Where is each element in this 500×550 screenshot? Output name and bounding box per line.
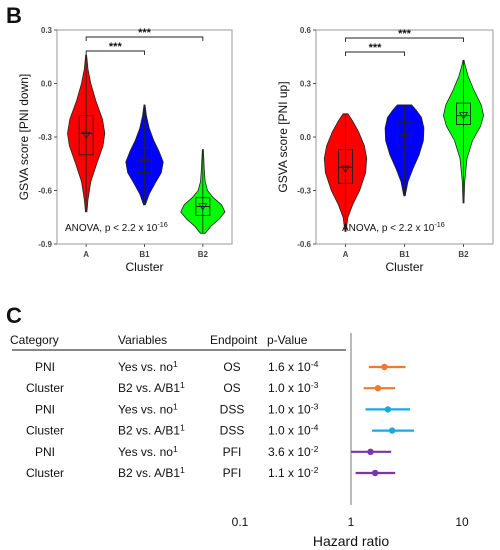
panel-c-letter: C (6, 303, 22, 328)
hr-point (367, 448, 374, 455)
x-tick-label: A (343, 250, 349, 259)
hr-tick-label: 0.1 (232, 515, 249, 529)
row-category: Cluster (26, 424, 64, 438)
x-tick-label: B1 (399, 250, 410, 259)
y-axis-label: GSVA score [PNI up] (276, 81, 290, 192)
hr-point (374, 385, 382, 392)
anova-annotation: ANOVA, p < 2.2 x 10-16 (65, 220, 168, 234)
row-p-value: 1.1 x 10-2 (268, 465, 319, 480)
x-tick-label: B2 (198, 250, 209, 259)
y-tick-label: 0.3 (41, 26, 53, 35)
x-axis-label: Cluster (385, 260, 423, 274)
hr-axis-label: Hazard ratio (313, 533, 389, 549)
x-axis-label: Cluster (125, 260, 163, 274)
mean-marker (458, 112, 469, 120)
row-variable: B2 vs. A/B11 (118, 380, 185, 395)
table-header-variables: Variables (118, 333, 167, 347)
row-category: PNI (35, 360, 55, 374)
box-a (338, 149, 353, 184)
row-variable: Yes vs. no1 (118, 401, 178, 416)
row-variable: B2 vs. A/B11 (118, 465, 185, 480)
row-p-value: 1.0 x 10-3 (268, 380, 319, 395)
y-tick-label: 0.0 (300, 133, 312, 142)
y-tick-label: -0.3 (38, 133, 52, 142)
box-b2 (456, 102, 471, 125)
hr-point (381, 363, 388, 371)
hr-point (388, 427, 396, 434)
panel-b-letter: B (6, 3, 22, 28)
row-category: Cluster (26, 381, 64, 395)
row-variable: Yes vs. no1 (118, 359, 178, 374)
mean-marker (399, 133, 410, 141)
x-tick-label: B2 (458, 250, 469, 259)
x-tick-label: A (83, 250, 89, 259)
significance-label: *** (369, 42, 383, 54)
significance-bracket (85, 50, 145, 55)
row-p-value: 1.0 x 10-3 (268, 401, 319, 416)
hr-point (371, 469, 379, 477)
violin-chart-pni-down: 0.3 0.0 -0.3 -0.6 -0.9 A B1 B2 *** *** ANOVA, p < … (17, 26, 233, 274)
box-a (78, 115, 94, 156)
hr-tick-label: 1 (348, 515, 355, 529)
y-tick-label: -0.6 (297, 240, 311, 249)
row-endpoint: OS (223, 381, 240, 395)
mean-marker (198, 203, 208, 211)
box-b1 (397, 122, 412, 147)
significance-label: *** (138, 27, 152, 39)
hr-point (384, 406, 392, 413)
row-endpoint: PFI (223, 445, 242, 459)
significance-bracket (345, 37, 464, 42)
y-tick-label: 0.6 (300, 26, 312, 35)
hr-tick-label: 10 (455, 515, 469, 529)
x-tick-label: B1 (139, 250, 150, 259)
significance-bracket (345, 51, 405, 56)
row-category: Cluster (26, 466, 64, 480)
row-category: PNI (35, 402, 55, 416)
row-endpoint: PFI (223, 466, 242, 480)
row-endpoint: DSS (220, 424, 245, 438)
row-endpoint: DSS (220, 402, 245, 416)
row-variable: Yes vs. no1 (118, 444, 178, 459)
table-header-endpoint: Endpoint (210, 333, 258, 347)
row-p-value: 1.6 x 10-4 (268, 359, 319, 374)
mean-marker (340, 165, 351, 173)
y-tick-label: -0.6 (38, 187, 52, 196)
y-tick-label: 0.0 (41, 80, 53, 89)
forest-plot: Category Variables Endpoint p-Value PNI Yes v… (10, 333, 469, 549)
violin-chart-pni-up: 0.6 0.3 0.0 -0.3 -0.6 A B1 B2 *** *** ANOVA, p < 2… (276, 26, 494, 274)
significance-label: *** (398, 28, 412, 40)
row-p-value: 1.0 x 10-4 (268, 423, 319, 438)
y-tick-label: -0.3 (297, 187, 311, 196)
table-header-category: Category (10, 333, 59, 347)
row-p-value: 3.6 x 10-2 (268, 444, 319, 459)
row-endpoint: OS (223, 360, 240, 374)
mean-marker (81, 131, 91, 139)
row-variable: B2 vs. A/B11 (118, 423, 185, 438)
row-category: PNI (35, 445, 55, 459)
y-axis-label: GSVA score [PNI down] (17, 74, 31, 201)
y-tick-label: -0.9 (38, 240, 52, 249)
anova-annotation: ANOVA, p < 2.2 x 10-16 (342, 220, 445, 234)
significance-label: *** (109, 41, 123, 53)
significance-bracket (85, 36, 204, 41)
mean-marker (139, 156, 150, 164)
table-header-pvalue: p-Value (267, 333, 308, 347)
y-tick-label: 0.3 (300, 80, 312, 89)
